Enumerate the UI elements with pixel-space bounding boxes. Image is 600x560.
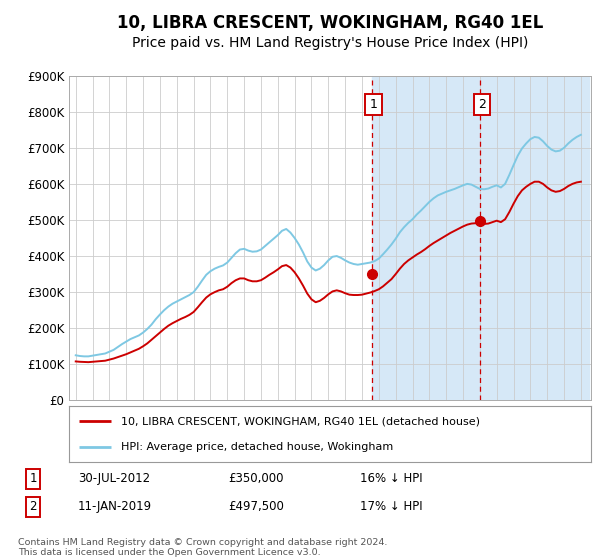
Text: 11-JAN-2019: 11-JAN-2019 [78,500,152,514]
Text: Price paid vs. HM Land Registry's House Price Index (HPI): Price paid vs. HM Land Registry's House … [132,36,528,50]
Text: 1: 1 [29,472,37,486]
Text: 10, LIBRA CRESCENT, WOKINGHAM, RG40 1EL: 10, LIBRA CRESCENT, WOKINGHAM, RG40 1EL [117,14,543,32]
Text: 2: 2 [29,500,37,514]
Text: 30-JUL-2012: 30-JUL-2012 [78,472,150,486]
Text: £497,500: £497,500 [228,500,284,514]
Text: Contains HM Land Registry data © Crown copyright and database right 2024.
This d: Contains HM Land Registry data © Crown c… [18,538,388,557]
Text: £350,000: £350,000 [228,472,284,486]
Text: 10, LIBRA CRESCENT, WOKINGHAM, RG40 1EL (detached house): 10, LIBRA CRESCENT, WOKINGHAM, RG40 1EL … [121,416,480,426]
Text: 2: 2 [478,98,486,111]
Text: 17% ↓ HPI: 17% ↓ HPI [360,500,422,514]
Bar [372,76,589,400]
Text: 1: 1 [370,98,377,111]
Text: HPI: Average price, detached house, Wokingham: HPI: Average price, detached house, Woki… [121,442,394,452]
Text: 16% ↓ HPI: 16% ↓ HPI [360,472,422,486]
